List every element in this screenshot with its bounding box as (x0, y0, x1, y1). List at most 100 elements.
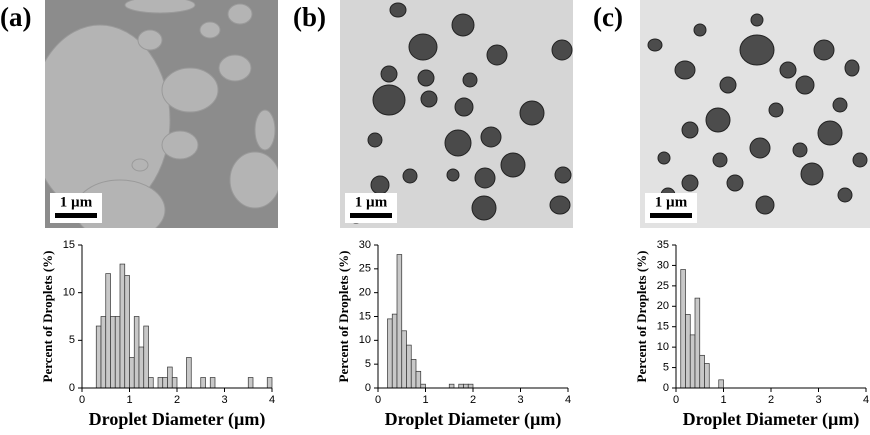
droplet (837, 187, 853, 203)
bar (420, 383, 426, 389)
droplet (779, 61, 797, 79)
bar (704, 363, 710, 389)
bar (266, 377, 273, 389)
y-tick-label: 0 (365, 382, 371, 394)
droplet (420, 90, 438, 108)
x-axis-label: Droplet Diameter (µm) (683, 409, 860, 430)
scale-bar-label: 1 µm (60, 194, 93, 210)
droplet (408, 33, 438, 61)
droplet (681, 174, 699, 192)
y-axis-label: Percent of Droplets (%) (336, 250, 351, 382)
droplet (124, 0, 196, 14)
droplet (755, 195, 775, 215)
bar (186, 357, 192, 389)
droplet (372, 84, 406, 116)
bar (138, 346, 145, 389)
bar (148, 377, 154, 389)
droplet (844, 59, 860, 77)
y-tick-label: 5 (365, 358, 371, 370)
droplet (161, 67, 219, 113)
scale-bar-label: 1 µm (355, 194, 388, 210)
droplet (451, 13, 475, 37)
bar (129, 357, 135, 389)
x-tick-label: 2 (768, 394, 774, 406)
bar (133, 316, 140, 389)
y-tick-label: 0 (663, 382, 669, 394)
x-tick-label: 1 (422, 394, 428, 406)
droplet (817, 120, 843, 146)
bar (685, 314, 691, 389)
x-axis-label: Droplet Diameter (µm) (385, 409, 562, 430)
droplet (795, 75, 815, 95)
bar (689, 334, 696, 389)
x-tick-label: 3 (815, 394, 821, 406)
bar (448, 383, 455, 389)
bar (167, 366, 173, 389)
x-tick-label: 1 (720, 394, 726, 406)
scale-bar-label: 1 µm (655, 194, 688, 210)
bar (415, 370, 422, 389)
droplets (647, 13, 868, 215)
droplet (480, 126, 502, 148)
droplet (813, 39, 835, 61)
droplet (519, 100, 545, 126)
droplet (551, 39, 573, 61)
bar (143, 325, 149, 389)
bar (387, 318, 393, 389)
droplet (852, 152, 868, 168)
droplet (554, 166, 572, 184)
droplet (800, 162, 824, 186)
y-tick-label: 15 (657, 321, 669, 333)
y-tick-label: 0 (69, 382, 75, 394)
droplet (229, 151, 278, 209)
droplet (705, 107, 731, 133)
y-tick-label: 25 (657, 280, 669, 292)
y-axis-label: Percent of Droplets (%) (40, 250, 55, 382)
bar (162, 377, 168, 389)
droplet (137, 29, 163, 51)
y-tick-label: 10 (657, 341, 669, 353)
droplet (444, 129, 472, 157)
droplet (750, 13, 764, 27)
bar (105, 273, 111, 389)
scale-bar (55, 213, 97, 218)
droplet (446, 168, 460, 182)
y-tick-label: 30 (359, 239, 371, 251)
droplet (254, 109, 276, 151)
bar (396, 254, 403, 389)
y-tick-label: 20 (657, 300, 669, 312)
y-tick-label: 10 (359, 334, 371, 346)
x-tick-label: 3 (517, 394, 523, 406)
droplet (681, 121, 699, 139)
droplet (712, 152, 728, 168)
droplet (832, 97, 848, 113)
droplet (161, 130, 199, 160)
bar (694, 297, 701, 389)
droplet (768, 102, 784, 118)
scale-bar (350, 213, 392, 218)
droplet (549, 195, 571, 215)
droplet (726, 174, 744, 192)
bar (209, 377, 216, 389)
x-tick-label: 2 (174, 394, 180, 406)
bar (95, 325, 102, 389)
droplet (380, 65, 398, 83)
panel-label: (c) (593, 2, 623, 32)
droplet (474, 167, 496, 189)
y-tick-label: 15 (359, 310, 371, 322)
y-tick-label: 20 (359, 287, 371, 299)
bar (680, 269, 686, 389)
bar (100, 316, 107, 389)
y-tick-label: 5 (69, 334, 75, 346)
bar (157, 377, 164, 389)
bar (401, 330, 407, 389)
bar (200, 377, 206, 389)
droplet (693, 23, 707, 37)
droplet (218, 54, 252, 82)
droplet (131, 158, 149, 172)
droplet (471, 195, 497, 221)
micrograph: 1 µm (45, 0, 278, 228)
x-axis-label: Droplet Diameter (µm) (89, 409, 266, 430)
scale-bar (650, 213, 692, 218)
